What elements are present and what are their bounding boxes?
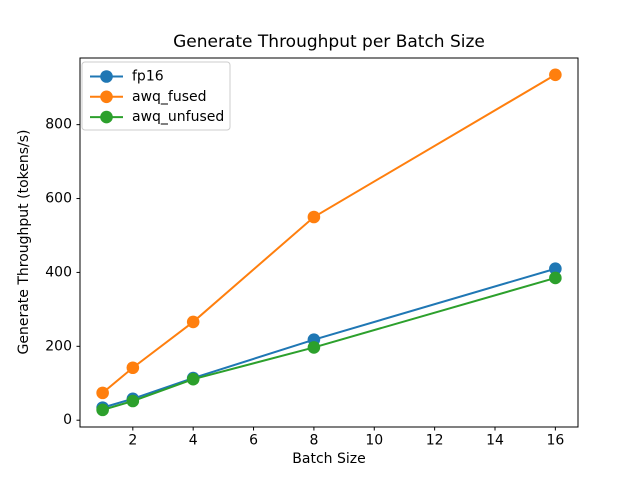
x-tick-label: 8: [309, 433, 318, 449]
data-point-awq_fused: [549, 68, 562, 82]
data-point-awq_unfused: [126, 394, 140, 408]
legend-marker: [100, 70, 113, 83]
legend-label: fp16: [132, 69, 164, 85]
legend-label: awq_unfused: [132, 109, 224, 125]
legend: fp16 awq_fused awq_unfused: [81, 61, 231, 131]
data-point-fp16: [549, 262, 562, 276]
data-point-awq_unfused: [96, 403, 109, 417]
x-tick-label: 16: [546, 433, 564, 449]
y-tick-label: 800: [45, 117, 72, 133]
data-point-awq_unfused: [307, 341, 321, 354]
x-tick-label: 2: [128, 433, 137, 449]
data-point-awq_fused: [96, 386, 109, 400]
y-tick-label: 400: [45, 264, 72, 280]
x-axis-label: Batch Size: [292, 451, 366, 467]
x-tick-label: 10: [365, 433, 383, 449]
x-tick-label: 14: [486, 433, 504, 449]
legend-label: awq_fused: [132, 89, 207, 105]
legend-item-awq_fused: awq_fused: [90, 89, 207, 105]
legend-item-fp16: fp16: [90, 69, 164, 85]
legend-box: [81, 61, 231, 131]
data-point-awq_fused: [186, 315, 200, 329]
y-tick-label: 0: [63, 412, 72, 428]
x-tick-label: 4: [189, 433, 198, 449]
x-tick-label: 12: [426, 433, 444, 449]
legend-item-awq_unfused: awq_unfused: [90, 109, 224, 125]
data-point-awq_unfused: [549, 271, 562, 285]
axes-frame: [79, 57, 579, 428]
series-line-awq_unfused: [102, 277, 556, 411]
x-tick-label: 6: [249, 433, 258, 449]
data-point-awq_unfused: [186, 372, 200, 386]
y-tick-label: 600: [45, 191, 72, 207]
y-tick-label: 200: [45, 338, 72, 354]
chart-title: Generate Throughput per Batch Size: [173, 32, 485, 52]
data-point-awq_fused: [307, 210, 321, 224]
data-point-awq_fused: [126, 361, 140, 375]
legend-marker: [100, 90, 113, 104]
legend-marker: [100, 110, 113, 124]
